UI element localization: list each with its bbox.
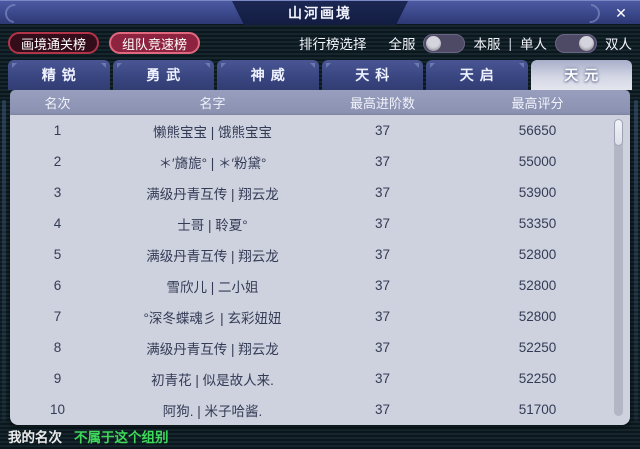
cell-name: 懒熊宝宝 | 饿熊宝宝 — [152, 124, 272, 140]
cell-max-stage: 37 — [374, 371, 391, 386]
my-rank-bar: 我的名次 不属于这个组别 — [8, 426, 169, 446]
mode-toggle[interactable] — [555, 33, 597, 53]
close-icon[interactable]: ✕ — [615, 4, 627, 21]
cell-rank: 2 — [53, 154, 62, 169]
right-edge-accent — [634, 100, 638, 421]
cell-name: 士哥 | 聆夏° — [177, 217, 248, 233]
cloud-swirl-icon — [577, 0, 604, 27]
cell-rank: 5 — [53, 247, 62, 262]
scrollbar-thumb[interactable] — [614, 119, 623, 146]
table-row: 2 ＊′旖旎° | ＊′粉黛° 37 55000 — [10, 146, 630, 177]
toggle-knob — [426, 35, 442, 51]
table-row: 8 满级丹青互传 | 翔云龙 37 52250 — [10, 332, 630, 363]
table-rows: 1 懒熊宝宝 | 饿熊宝宝 37 56650 2 ＊′旖旎° | ＊′粉黛° 3… — [10, 115, 630, 425]
header-max-stage: 最高进阶数 — [349, 96, 415, 111]
cell-rank: 7 — [53, 309, 62, 324]
cell-name: °深冬蝶魂彡 | 玄彩妞妞 — [143, 310, 282, 326]
table-row: 5 满级丹青互传 | 翔云龙 37 52800 — [10, 239, 630, 270]
table-header-row: 名次 名字 最高进阶数 最高评分 — [10, 90, 630, 115]
tab-item[interactable]: 天元 — [530, 60, 632, 90]
cell-max-score: 52250 — [518, 371, 557, 386]
cell-max-stage: 37 — [374, 216, 391, 231]
cell-rank: 3 — [53, 185, 62, 200]
table-row: 10 阿狗. | 米子哈酱. 37 51700 — [10, 394, 630, 425]
team-race-rank-button[interactable]: 组队竞速榜 — [109, 32, 201, 54]
cell-max-stage: 37 — [374, 247, 391, 262]
clearance-rank-button[interactable]: 画境通关榜 — [8, 32, 100, 54]
my-rank-label: 我的名次 — [8, 430, 62, 445]
cell-name: 满级丹青互传 | 翔云龙 — [146, 186, 279, 202]
scrollbar-track[interactable] — [614, 119, 623, 416]
cell-max-score: 51700 — [518, 402, 557, 417]
toolbar: 画境通关榜 组队竞速榜 排行榜选择 全服 本服 | 单人 双人 — [8, 30, 632, 56]
cell-max-score: 53350 — [518, 216, 557, 231]
title-bar: 山河画境 ✕ — [0, 0, 640, 27]
cell-rank: 9 — [53, 371, 62, 386]
cell-max-score: 52250 — [518, 340, 557, 355]
cell-rank: 6 — [53, 278, 62, 293]
server-toggle[interactable] — [423, 33, 466, 53]
single-label: 单人 — [520, 37, 547, 52]
header-name: 名字 — [199, 96, 226, 111]
cell-max-score: 52800 — [518, 278, 557, 293]
all-server-label: 全服 — [388, 37, 416, 52]
header-max-score: 最高评分 — [511, 96, 564, 111]
header-rank: 名次 — [44, 96, 71, 111]
cell-rank: 1 — [53, 123, 62, 138]
cell-max-stage: 37 — [374, 402, 391, 417]
separator: | — [508, 35, 512, 51]
cell-rank: 10 — [49, 402, 66, 417]
tab-item[interactable]: 精锐 — [8, 60, 110, 90]
cloud-swirl-icon — [1, 0, 28, 27]
table-row: 7 °深冬蝶魂彡 | 玄彩妞妞 37 52800 — [10, 301, 630, 332]
table-row: 1 懒熊宝宝 | 饿熊宝宝 37 56650 — [10, 115, 630, 146]
cell-max-score: 56650 — [518, 123, 557, 138]
cell-name: 雪欣儿 | 二小姐 — [166, 279, 259, 295]
duo-label: 双人 — [605, 37, 632, 52]
table-body: 1 懒熊宝宝 | 饿熊宝宝 37 56650 2 ＊′旖旎° | ＊′粉黛° 3… — [10, 115, 630, 425]
cell-max-score: 52800 — [518, 247, 557, 262]
cell-name: 满级丹青互传 | 翔云龙 — [146, 341, 279, 357]
cell-max-score: 53900 — [518, 185, 557, 200]
ranking-selector-label: 排行榜选择 — [298, 37, 367, 52]
ranking-table: 名次 名字 最高进阶数 最高评分 1 懒熊宝宝 | 饿熊宝宝 37 56650 … — [10, 90, 630, 425]
table-row: 3 满级丹青互传 | 翔云龙 37 53900 — [10, 177, 630, 208]
cell-name: 阿狗. | 米子哈酱. — [162, 403, 263, 419]
my-rank-status: 不属于这个组别 — [74, 430, 169, 445]
cell-max-stage: 37 — [374, 278, 391, 293]
tab-item[interactable]: 勇武 — [112, 60, 214, 90]
table-row: 4 士哥 | 聆夏° 37 53350 — [10, 208, 630, 239]
cell-max-stage: 37 — [374, 154, 391, 169]
cell-rank: 8 — [53, 340, 62, 355]
cell-max-stage: 37 — [374, 123, 391, 138]
cell-max-score: 52800 — [518, 309, 557, 324]
cell-name: 满级丹青互传 | 翔云龙 — [146, 248, 279, 264]
cell-max-stage: 37 — [374, 185, 391, 200]
cell-rank: 4 — [53, 216, 62, 231]
toggle-knob — [579, 35, 594, 51]
table-row: 9 初青花 | 似是故人来. 37 52250 — [10, 363, 630, 394]
cell-max-score: 55000 — [518, 154, 557, 169]
cell-name: 初青花 | 似是故人来. — [151, 372, 274, 388]
table-row: 6 雪欣儿 | 二小姐 37 52800 — [10, 270, 630, 301]
window-title: 山河画境 — [288, 5, 352, 21]
this-server-label: 本服 — [473, 37, 501, 52]
tab-item[interactable]: 天启 — [426, 60, 528, 90]
tab-item[interactable]: 天科 — [321, 60, 423, 90]
cell-max-stage: 37 — [374, 309, 391, 324]
tab-bar: 精锐 勇武 神威 天科 天启 天元 — [8, 60, 632, 90]
cell-name: ＊′旖旎° | ＊′粉黛° — [158, 155, 267, 171]
title-plate: 山河画境 — [232, 1, 408, 25]
tab-item[interactable]: 神威 — [217, 60, 319, 90]
left-edge-accent — [2, 100, 6, 421]
cell-max-stage: 37 — [374, 340, 391, 355]
filter-group: 排行榜选择 全服 本服 | 单人 双人 — [299, 33, 632, 53]
